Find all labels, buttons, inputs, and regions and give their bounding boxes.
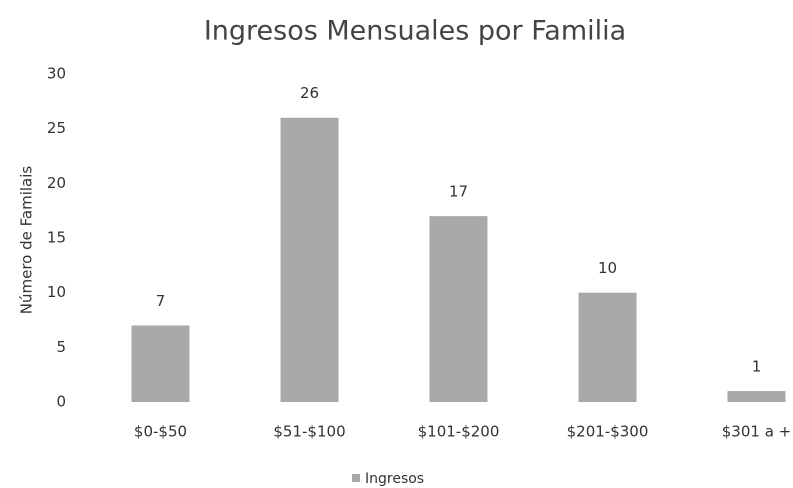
y-tick-label: 5 [56,338,66,356]
y-tick-label: 15 [47,229,66,247]
bar [131,325,190,402]
bar [727,391,786,402]
data-label: 7 [156,292,166,310]
legend-label: Ingresos [365,471,424,487]
bar [429,216,488,402]
y-tick-label: 20 [47,174,66,192]
y-tick-label: 10 [47,283,66,301]
bar [578,292,637,402]
data-label: 1 [752,358,762,376]
x-tick-label: $51-$100 [273,423,345,441]
y-tick-label: 0 [56,393,66,411]
data-label: 26 [300,84,319,102]
x-tick-label: $101-$200 [418,423,500,441]
chart-title: Ingresos Mensuales por Familia [204,16,626,47]
y-axis-label: Número de Familais [18,166,36,315]
y-tick-label: 25 [47,119,66,137]
data-label: 10 [598,259,617,277]
x-tick-label: $201-$300 [567,423,649,441]
data-label: 17 [449,183,468,201]
x-tick-label: $301 a + [722,423,791,441]
y-tick-label: 30 [47,65,66,83]
legend-swatch [352,474,360,482]
x-tick-label: $0-$50 [134,423,187,441]
bar [280,117,339,402]
